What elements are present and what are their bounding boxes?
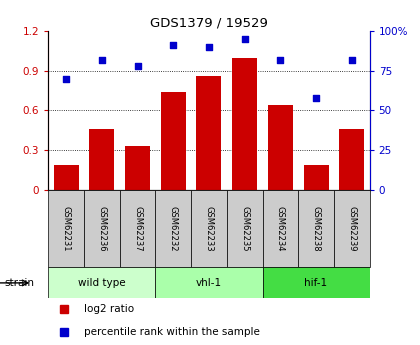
Bar [298,190,334,267]
Text: GSM62231: GSM62231 [62,206,71,251]
Bar [232,58,257,190]
Text: GSM62232: GSM62232 [169,206,178,251]
Bar [304,165,328,190]
Text: GSM62238: GSM62238 [312,206,320,252]
Bar [268,105,293,190]
Point [277,57,284,62]
Text: GSM62236: GSM62236 [97,206,106,252]
Text: GSM62239: GSM62239 [347,206,356,251]
Bar [339,129,364,190]
Point [312,95,319,100]
Bar [54,165,79,190]
Text: GSM62234: GSM62234 [276,206,285,251]
Bar [48,267,155,298]
Text: GSM62237: GSM62237 [133,206,142,252]
Point [63,76,70,81]
Text: strain: strain [4,278,34,288]
Bar [155,267,262,298]
Point [170,42,177,48]
Point [206,44,212,50]
Bar [155,190,191,267]
Bar [125,146,150,190]
Bar [89,129,114,190]
Point [241,36,248,42]
Text: log2 ratio: log2 ratio [84,304,134,314]
Bar [334,190,370,267]
Point [98,57,105,62]
Bar [120,190,155,267]
Text: vhl-1: vhl-1 [196,278,222,288]
Text: GSM62235: GSM62235 [240,206,249,251]
Bar [84,190,120,267]
Text: hif-1: hif-1 [304,278,328,288]
Title: GDS1379 / 19529: GDS1379 / 19529 [150,17,268,30]
Bar [48,190,84,267]
Bar [197,76,221,190]
Bar [161,92,186,190]
Point [349,57,355,62]
Bar [227,190,262,267]
Point [134,63,141,69]
Bar [191,190,227,267]
Text: GSM62233: GSM62233 [205,206,213,252]
Bar [262,190,298,267]
Text: wild type: wild type [78,278,126,288]
Bar [262,267,370,298]
Text: percentile rank within the sample: percentile rank within the sample [84,327,260,337]
